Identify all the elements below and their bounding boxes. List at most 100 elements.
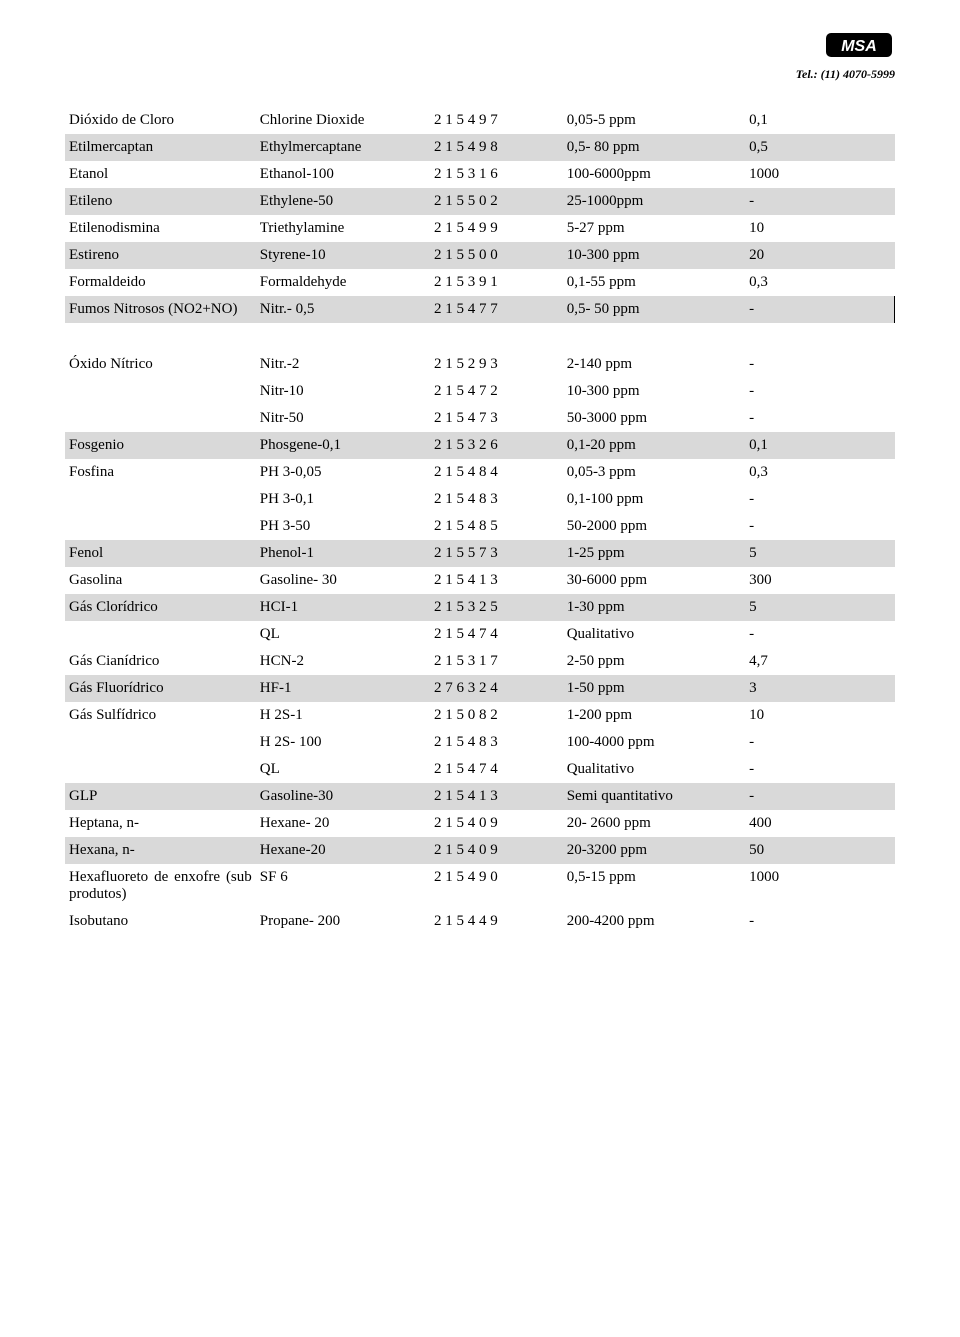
cell-c4: 25-1000ppm <box>563 188 745 215</box>
cell-c2: Ethanol-100 <box>256 161 430 188</box>
cell-c3: 2 1 5 5 0 0 <box>430 242 563 269</box>
cell-c4: 100-6000ppm <box>563 161 745 188</box>
cell-c5: 0,3 <box>745 459 894 486</box>
table-row <box>65 323 895 351</box>
table-row: FormaldeidoFormaldehyde2 1 5 3 9 10,1-55… <box>65 269 895 296</box>
cell-c4: 20-3200 ppm <box>563 837 745 864</box>
tel-label: Tel.: (11) 4070-5999 <box>65 67 895 82</box>
cell-c3: 2 1 5 2 9 3 <box>430 351 563 378</box>
cell-c1 <box>65 405 256 432</box>
cell-c2: Hexane-20 <box>256 837 430 864</box>
cell-c3: 2 1 5 4 7 2 <box>430 378 563 405</box>
cell-c1: GLP <box>65 783 256 810</box>
cell-c2: Nitr-50 <box>256 405 430 432</box>
cell-c1 <box>65 378 256 405</box>
cell-c3: 2 1 5 4 7 7 <box>430 296 563 323</box>
cell-c4: 10-300 ppm <box>563 242 745 269</box>
cell-c4: 20- 2600 ppm <box>563 810 745 837</box>
cell-c5: - <box>745 621 894 648</box>
table-row: Gás ClorídricoHCI-12 1 5 3 2 51-30 ppm5 <box>65 594 895 621</box>
cell-c3: 2 1 5 5 0 2 <box>430 188 563 215</box>
cell-c2: Triethylamine <box>256 215 430 242</box>
cell-c1: Hexafluoreto de enxofre (sub produtos) <box>65 864 256 908</box>
cell-c3: 2 1 5 4 0 9 <box>430 810 563 837</box>
chemicals-table: Dióxido de CloroChlorine Dioxide2 1 5 4 … <box>65 107 895 935</box>
cell-c3: 2 1 5 4 4 9 <box>430 908 563 935</box>
cell-c4: 0,05-5 ppm <box>563 107 745 134</box>
table-row: QL2 1 5 4 7 4Qualitativo- <box>65 756 895 783</box>
cell-c2: Gasoline-30 <box>256 783 430 810</box>
cell-c3: 2 1 5 4 7 3 <box>430 405 563 432</box>
cell-c3: 2 1 5 4 8 4 <box>430 459 563 486</box>
table-row: GLPGasoline-302 1 5 4 1 3Semi quantitati… <box>65 783 895 810</box>
cell-c2: Ethylmercaptane <box>256 134 430 161</box>
cell-c2: H 2S- 100 <box>256 729 430 756</box>
cell-c4: 0,5- 80 ppm <box>563 134 745 161</box>
cell-c5: - <box>745 378 894 405</box>
cell-c5: - <box>745 729 894 756</box>
table-row: Gás SulfídricoH 2S-12 1 5 0 8 21-200 ppm… <box>65 702 895 729</box>
cell-c2: QL <box>256 756 430 783</box>
cell-c2: PH 3-50 <box>256 513 430 540</box>
cell-c1: Etileno <box>65 188 256 215</box>
cell-c2: Propane- 200 <box>256 908 430 935</box>
cell-c3: 2 1 5 4 1 3 <box>430 567 563 594</box>
cell-c5: 20 <box>745 242 894 269</box>
cell-c3: 2 1 5 4 9 9 <box>430 215 563 242</box>
table-row: PH 3-502 1 5 4 8 550-2000 ppm- <box>65 513 895 540</box>
cell-c5: 1000 <box>745 161 894 188</box>
logo-text: MSA <box>841 38 877 55</box>
cell-c1: Etanol <box>65 161 256 188</box>
cell-c1: Óxido Nítrico <box>65 351 256 378</box>
table-row: QL2 1 5 4 7 4Qualitativo- <box>65 621 895 648</box>
cell-c1: Hexana, n- <box>65 837 256 864</box>
cell-c2: PH 3-0,1 <box>256 486 430 513</box>
cell-c1: Gás Cianídrico <box>65 648 256 675</box>
cell-c4: 1-30 ppm <box>563 594 745 621</box>
cell-c1: Fosfina <box>65 459 256 486</box>
cell-c5: 50 <box>745 837 894 864</box>
cell-c3: 2 1 5 4 9 8 <box>430 134 563 161</box>
cell-c1: Gás Sulfídrico <box>65 702 256 729</box>
cell-c5: 1000 <box>745 864 894 908</box>
cell-c3: 2 1 5 0 8 2 <box>430 702 563 729</box>
cell-c1: Isobutano <box>65 908 256 935</box>
cell-c1 <box>65 756 256 783</box>
cell-c5: - <box>745 756 894 783</box>
cell-c5: 3 <box>745 675 894 702</box>
cell-c3: 2 1 5 4 1 3 <box>430 783 563 810</box>
table-row: Nitr-502 1 5 4 7 350-3000 ppm- <box>65 405 895 432</box>
cell-c5: - <box>745 405 894 432</box>
cell-c4: Semi quantitativo <box>563 783 745 810</box>
cell-c3: 2 1 5 4 7 4 <box>430 621 563 648</box>
cell-c4: 0,1-100 ppm <box>563 486 745 513</box>
cell-c5: - <box>745 908 894 935</box>
cell-c5: 400 <box>745 810 894 837</box>
cell-c2: Nitr-10 <box>256 378 430 405</box>
cell-c1: Gás Clorídrico <box>65 594 256 621</box>
cell-c2: HF-1 <box>256 675 430 702</box>
cell-c5: - <box>745 351 894 378</box>
cell-c2: Gasoline- 30 <box>256 567 430 594</box>
table-row: Heptana, n-Hexane- 202 1 5 4 0 920- 2600… <box>65 810 895 837</box>
cell-c2: Nitr.- 0,5 <box>256 296 430 323</box>
logo: MSA <box>823 30 895 65</box>
table-row: IsobutanoPropane- 2002 1 5 4 4 9200-4200… <box>65 908 895 935</box>
cell-c5: 4,7 <box>745 648 894 675</box>
cell-c3: 2 1 5 4 8 3 <box>430 729 563 756</box>
cell-c2: Formaldehyde <box>256 269 430 296</box>
cell-c3: 2 1 5 4 8 3 <box>430 486 563 513</box>
cell-c5: 10 <box>745 215 894 242</box>
cell-c4: Qualitativo <box>563 621 745 648</box>
table-row: Gás CianídricoHCN-22 1 5 3 1 72-50 ppm4,… <box>65 648 895 675</box>
cell-c2: SF 6 <box>256 864 430 908</box>
cell-c2: HCN-2 <box>256 648 430 675</box>
cell-c3: 2 1 5 5 7 3 <box>430 540 563 567</box>
cell-c4: 5-27 ppm <box>563 215 745 242</box>
cell-c2: Phosgene-0,1 <box>256 432 430 459</box>
cell-c5: 0,3 <box>745 269 894 296</box>
cell-c4: 1-25 ppm <box>563 540 745 567</box>
cell-c5: - <box>745 486 894 513</box>
cell-c5: 300 <box>745 567 894 594</box>
cell-c4: 0,1-55 ppm <box>563 269 745 296</box>
